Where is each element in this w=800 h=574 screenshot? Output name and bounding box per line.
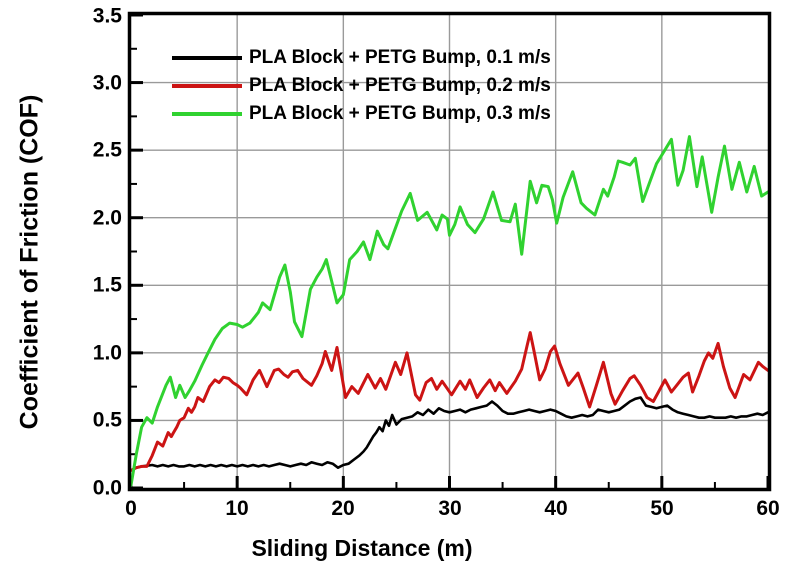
x-tick-label: 30 [438,497,462,520]
y-tick-label: 0.5 [92,408,122,432]
series-line [129,396,770,472]
y-tick-label: 3.0 [92,71,122,95]
x-axis-title: Sliding Distance (m) [251,535,473,561]
series-line [129,331,770,472]
x-tick-label: 20 [331,497,355,520]
x-tick-label: 50 [650,497,674,520]
y-tick-label: 3.5 [92,4,122,28]
x-tick-label: 0 [125,497,137,520]
legend-line-swatch [172,56,242,60]
legend-row: PLA Block + PETG Bump, 0.3 m/s [172,100,551,128]
legend: PLA Block + PETG Bump, 0.1 m/s PLA Block… [172,44,551,128]
legend-label: PLA Block + PETG Bump, 0.1 m/s [249,47,551,68]
x-tick-label: 10 [225,497,249,520]
series-line [129,135,770,487]
legend-line-swatch [172,84,242,88]
legend-row: PLA Block + PETG Bump, 0.1 m/s [172,44,551,72]
legend-row: PLA Block + PETG Bump, 0.2 m/s [172,72,551,100]
y-axis-title: Coefficient of Friction (COF) [15,94,44,430]
y-tick-label: 1.0 [92,341,122,365]
y-tick-label: 0.0 [92,476,122,500]
x-tick-label: 40 [544,497,568,520]
y-tick-label: 2.0 [92,206,122,230]
legend-line-swatch [172,112,242,116]
y-tick-label: 1.5 [92,273,122,297]
y-tick-label: 2.5 [92,138,122,162]
legend-label: PLA Block + PETG Bump, 0.3 m/s [249,103,551,124]
plot-frame [127,11,772,492]
x-tick-label: 60 [756,497,780,520]
legend-label: PLA Block + PETG Bump, 0.2 m/s [249,75,551,96]
